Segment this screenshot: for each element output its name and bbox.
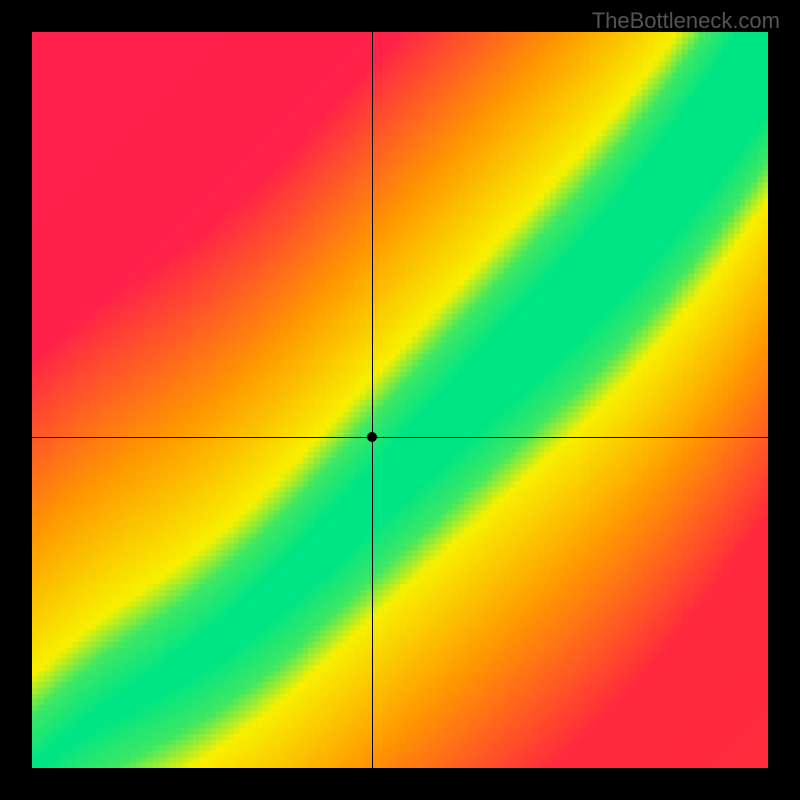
- crosshair-horizontal: [32, 437, 768, 438]
- crosshair-vertical: [372, 32, 373, 768]
- crosshair-marker: [367, 432, 377, 442]
- chart-container: TheBottleneck.com: [0, 0, 800, 800]
- plot-area: [32, 32, 768, 768]
- watermark-text: TheBottleneck.com: [592, 8, 780, 34]
- bottleneck-heatmap: [32, 32, 768, 768]
